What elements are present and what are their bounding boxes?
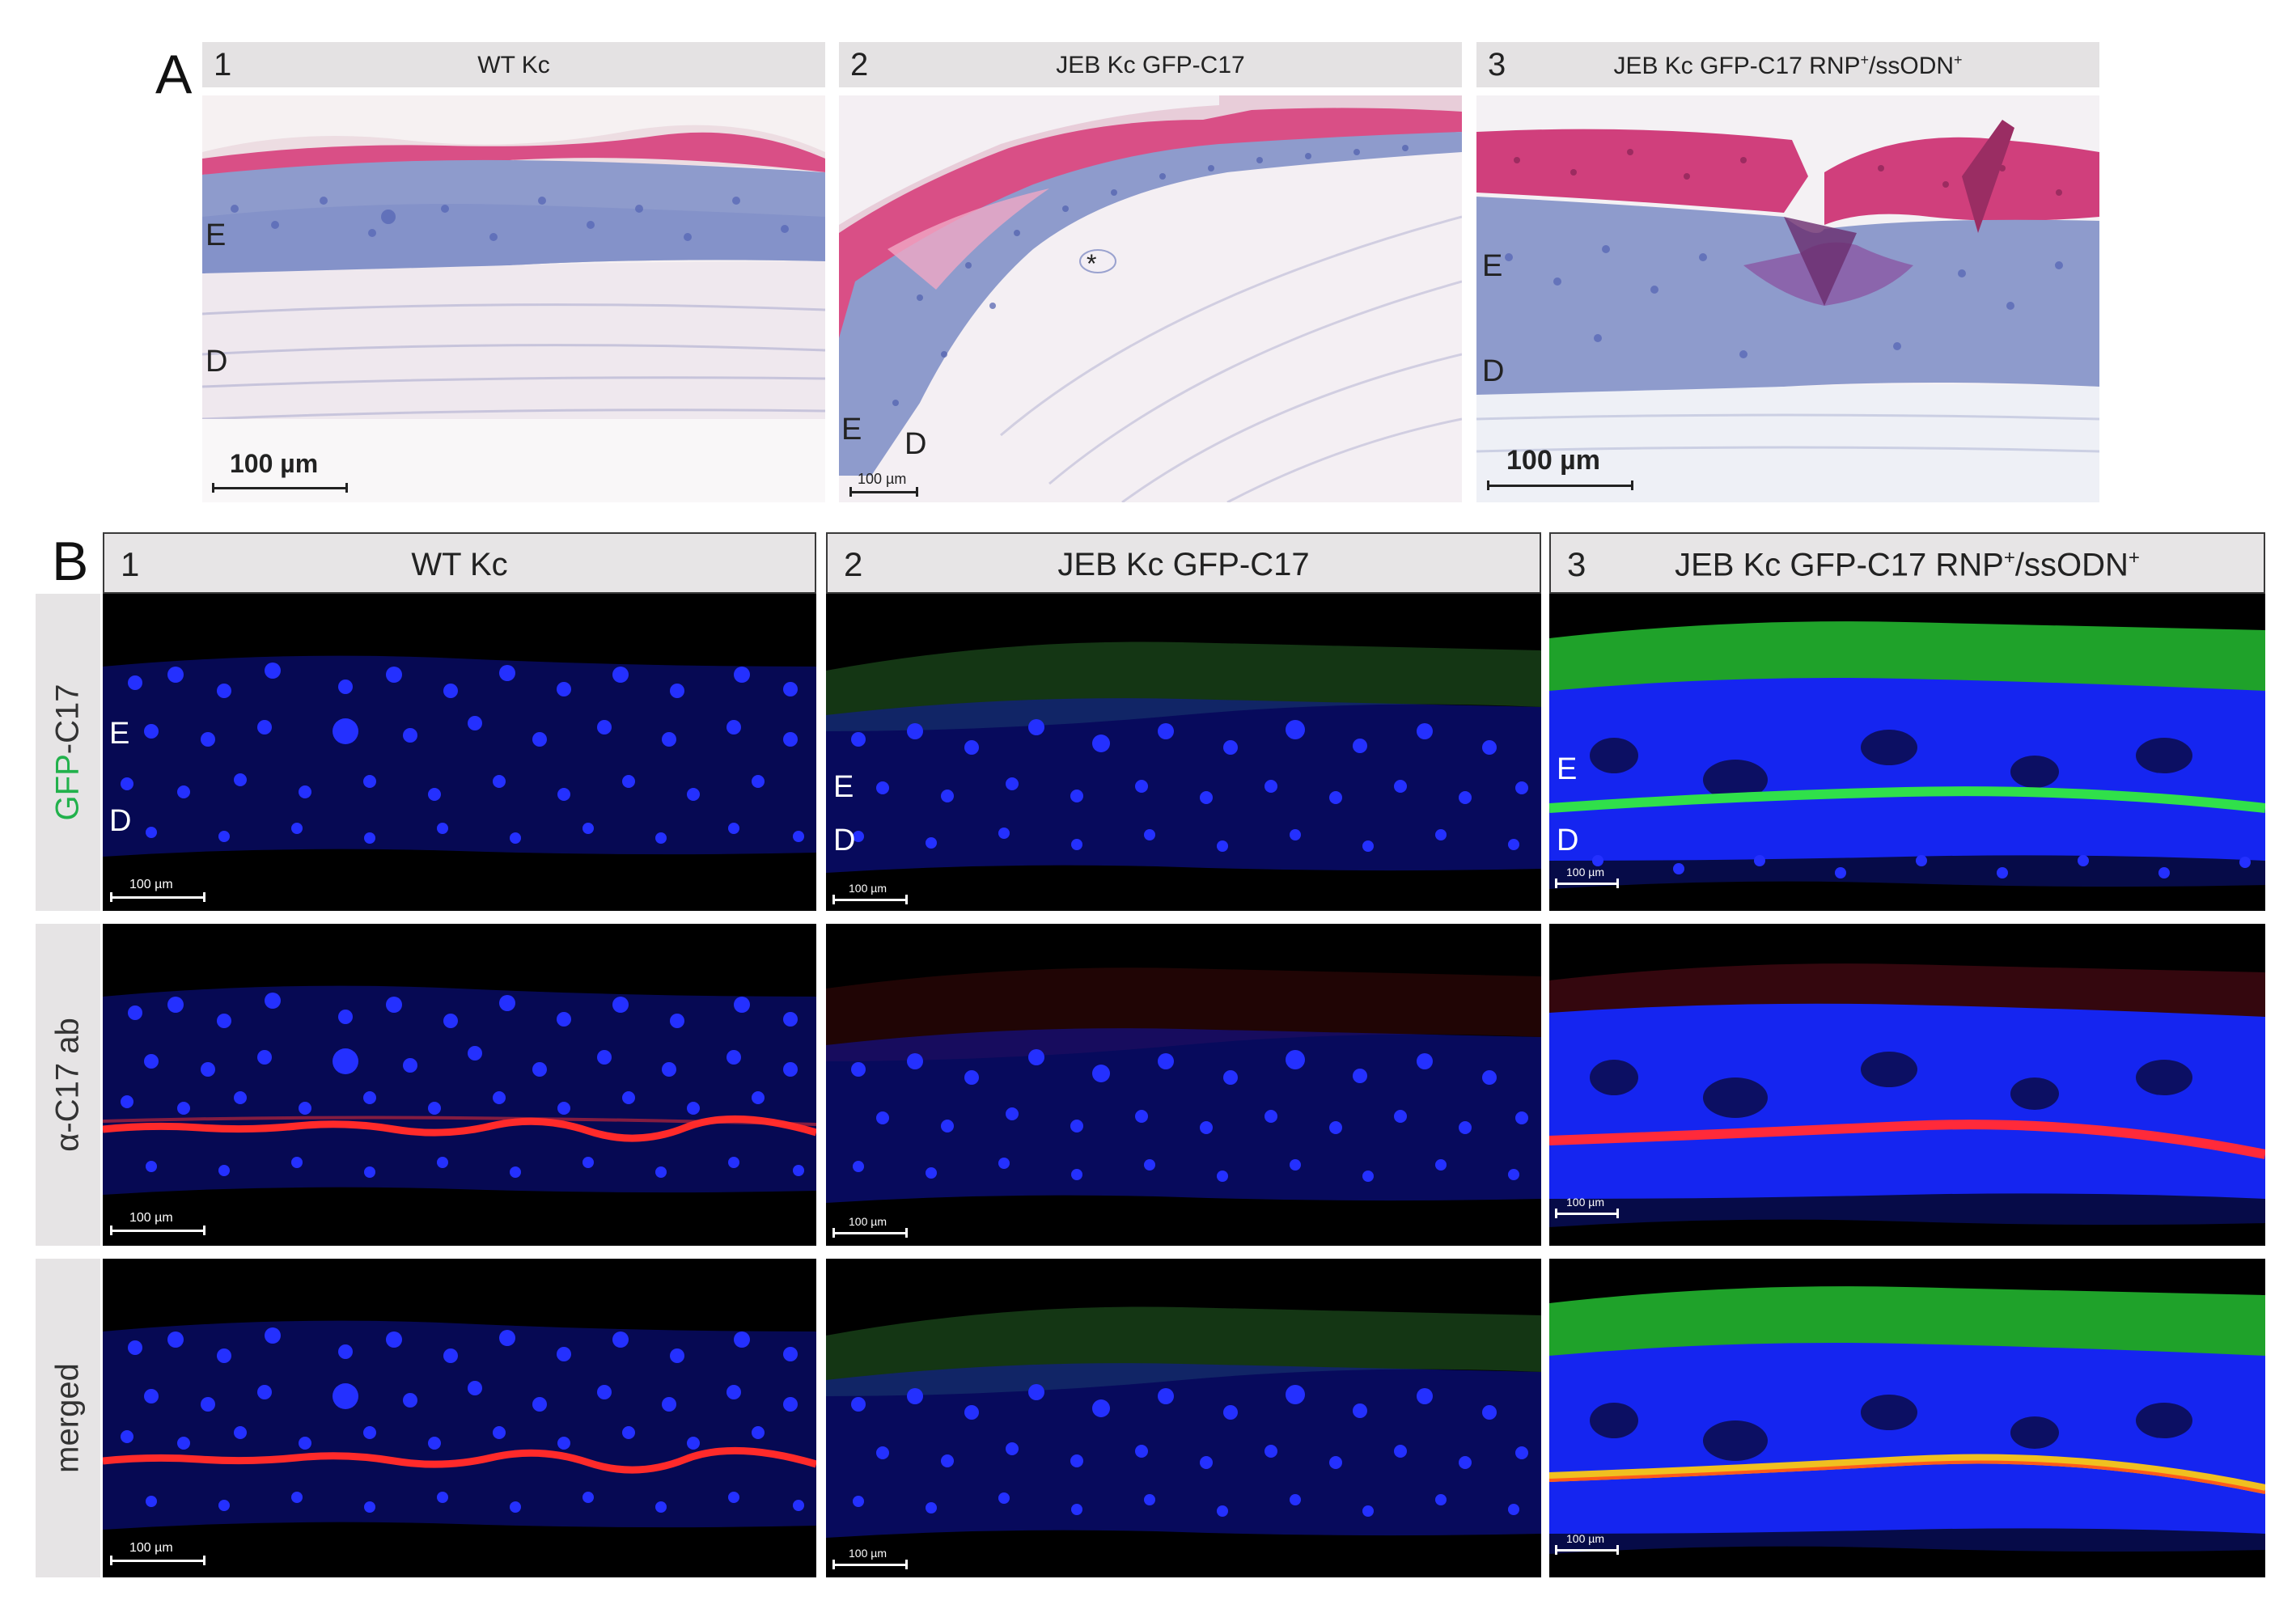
panel-a-header-1-number: 1 <box>214 47 232 83</box>
panel-b-header-3: 3 JEB Kc GFP-C17 RNP+/ssODN+ <box>1549 532 2265 594</box>
panel-a1-label-d: D <box>205 345 228 379</box>
panel-a3-label-d: D <box>1482 354 1505 388</box>
panel-b-header-1-number: 1 <box>121 545 140 583</box>
panel-b-row3-col3-scale-label: 100 µm <box>1566 1532 1604 1545</box>
panel-b-row1-col1-scale-label: 100 µm <box>129 878 173 891</box>
panel-b-row2-col3-image <box>1549 924 2265 1246</box>
panel-b-row3-col2-scale-label: 100 µm <box>849 1547 887 1560</box>
panel-a-header-2-number: 2 <box>850 47 869 83</box>
panel-a-header-3-number: 3 <box>1488 47 1506 83</box>
panel-b-header-2-number: 2 <box>844 545 863 583</box>
panel-b-row3-col2-scale-bar: 100 µm <box>832 1547 908 1569</box>
panel-a2-asterisk: * <box>1087 249 1097 278</box>
panel-a2-label-e: E <box>841 413 862 447</box>
panel-b-row1-col1-image <box>103 594 816 911</box>
panel-b-row2-col1-image <box>103 924 816 1246</box>
panel-a-header-1: 1 WT Kc <box>202 42 825 87</box>
panel-a1-histology-image <box>202 95 825 502</box>
panel-b-row3-col3-image <box>1549 1259 2265 1577</box>
panel-b-header-2: 2 JEB Kc GFP-C17 <box>826 532 1541 594</box>
panel-a1-scale-bar: 100 µm <box>212 449 348 493</box>
panel-b-row1-col2-label-d: D <box>833 823 856 857</box>
panel-a2-scale-label: 100 µm <box>858 471 907 487</box>
panel-b-row3-col3-scale-bar: 100 µm <box>1555 1532 1619 1555</box>
panel-b-row1-col1-scale-bar: 100 µm <box>110 878 205 902</box>
panel-b-row2-col1-scale-label: 100 µm <box>129 1211 173 1225</box>
panel-b-row3-col1-scale-label: 100 µm <box>129 1541 173 1555</box>
panel-b-row1-col3-label-e: E <box>1557 752 1578 786</box>
panel-b-letter: B <box>52 531 89 592</box>
panel-b-row2-col2-image <box>826 924 1541 1246</box>
panel-b-row1-col3-label-d: D <box>1557 823 1579 857</box>
panel-b-header-2-title: JEB Kc GFP-C17 <box>1057 547 1310 582</box>
panel-a1-scale-label: 100 µm <box>230 449 319 478</box>
panel-a-letter: A <box>155 44 193 105</box>
panel-b-row2-col2-scale-label: 100 µm <box>849 1215 887 1228</box>
panel-a3-scale-bar: 100 µm <box>1487 445 1633 490</box>
panel-a2-histology-image <box>839 95 1462 502</box>
panel-b-header-3-number: 3 <box>1567 545 1586 583</box>
panel-a2-scale-bar: 100 µm <box>849 471 918 497</box>
panel-b-row1-col2-label-e: E <box>833 770 854 804</box>
panel-b-row2-col3-scale-bar: 100 µm <box>1555 1196 1619 1218</box>
panel-a-header-3: 3 JEB Kc GFP-C17 RNP+/ssODN+ <box>1476 42 2099 87</box>
panel-b-row1-col2-scale-bar: 100 µm <box>832 882 908 904</box>
panel-b-row1-col2-scale-label: 100 µm <box>849 882 887 895</box>
panel-a-header-2-title: JEB Kc GFP-C17 <box>1056 52 1245 78</box>
panel-b-row3-col2-image <box>826 1259 1541 1577</box>
panel-a-header-2: 2 JEB Kc GFP-C17 <box>839 42 1462 87</box>
panel-b-row1-col1-label-d: D <box>109 804 132 838</box>
panel-a3-histology-image <box>1476 95 2099 502</box>
panel-b-row1-col2-image <box>826 594 1541 911</box>
panel-b-row2-col3-scale-label: 100 µm <box>1566 1196 1604 1209</box>
panel-a3-label-e: E <box>1482 249 1503 283</box>
panel-b-row3-col1-scale-bar: 100 µm <box>110 1541 205 1565</box>
panel-b-row1-col1-label-e: E <box>109 717 130 751</box>
panel-a2-label-d: D <box>904 427 927 461</box>
panel-b-header-1-title: WT Kc <box>411 547 508 582</box>
panel-a3-scale-label: 100 µm <box>1506 445 1600 476</box>
panel-a-header-1-title: WT Kc <box>477 52 550 78</box>
panel-a-header-3-title: JEB Kc GFP-C17 RNP+/ssODN+ <box>1613 52 1963 79</box>
panel-b-row-label-gfp: GFP-C17 <box>36 594 100 911</box>
panel-b-row2-col2-scale-bar: 100 µm <box>832 1215 908 1238</box>
panel-b-row-label-antibody: α-C17 ab <box>36 924 100 1246</box>
panel-b-header-1: 1 WT Kc <box>103 532 816 594</box>
panel-b-row3-col1-image <box>103 1259 816 1577</box>
panel-a1-label-e: E <box>205 218 227 252</box>
panel-b-header-3-title: JEB Kc GFP-C17 RNP+/ssODN+ <box>1675 547 2140 583</box>
panel-b-row1-col3-image <box>1549 594 2265 911</box>
panel-b-row2-col1-scale-bar: 100 µm <box>110 1211 205 1235</box>
panel-b-row1-col3-scale-label: 100 µm <box>1566 866 1604 878</box>
panel-b-row-label-merged: merged <box>36 1259 100 1577</box>
panel-b-row1-col3-scale-bar: 100 µm <box>1555 866 1619 888</box>
